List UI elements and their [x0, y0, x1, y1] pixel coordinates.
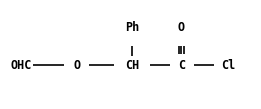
Text: CH: CH [125, 59, 139, 72]
Text: Ph: Ph [125, 21, 139, 34]
Text: Cl: Cl [221, 59, 235, 72]
Text: O: O [73, 59, 81, 72]
Text: O: O [178, 21, 185, 34]
Text: OHC: OHC [10, 59, 32, 72]
Text: C: C [178, 59, 185, 72]
